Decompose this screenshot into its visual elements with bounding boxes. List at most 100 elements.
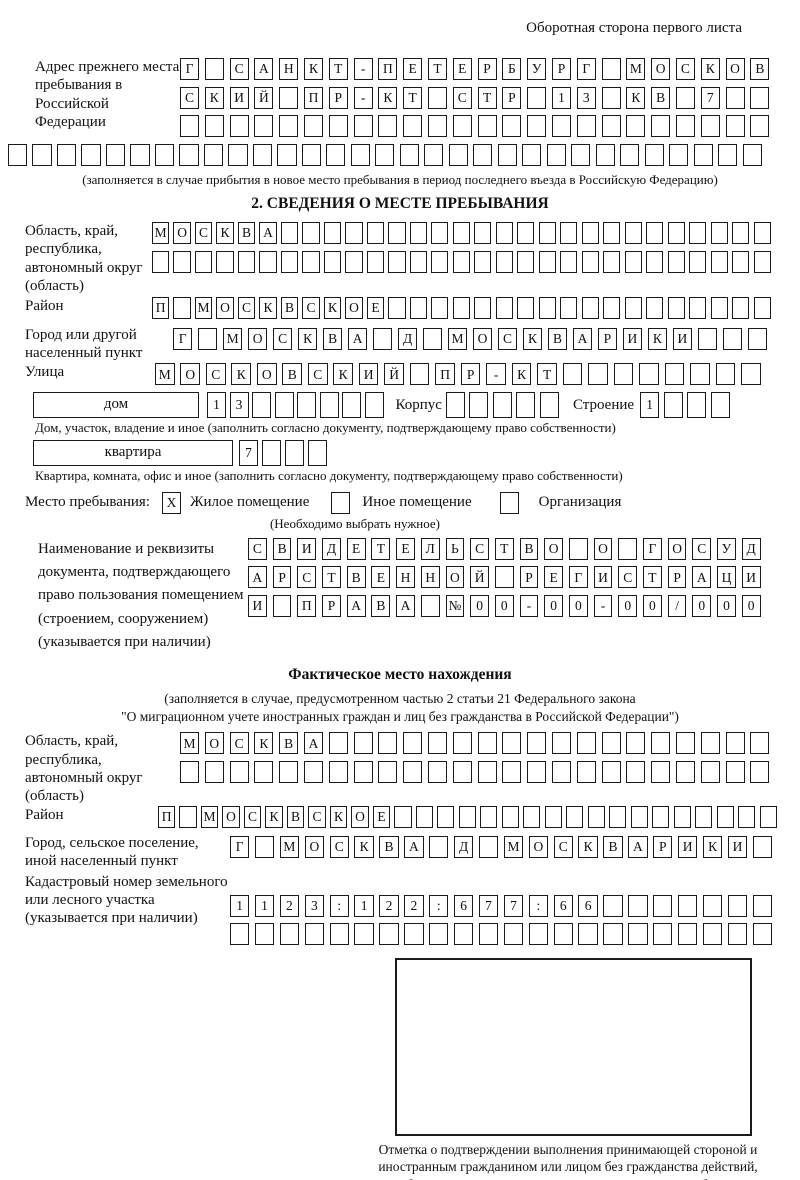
char-box-filled[interactable]: Н [279, 58, 299, 80]
char-box-empty[interactable] [732, 250, 750, 273]
char-box-empty[interactable] [388, 222, 406, 244]
char-box-filled[interactable]: С [452, 86, 472, 109]
char-box-filled[interactable]: С [470, 537, 489, 560]
char-box-filled[interactable]: : [329, 894, 349, 917]
char-box-filled[interactable]: 1 [230, 894, 250, 917]
char-box-empty[interactable] [452, 115, 472, 137]
char-box-empty[interactable] [254, 923, 275, 946]
char-box-empty[interactable] [56, 143, 77, 166]
char-box-empty[interactable] [469, 391, 489, 418]
char-box-empty[interactable] [173, 250, 191, 273]
char-box-empty[interactable] [501, 805, 519, 828]
char-box-empty[interactable] [581, 250, 599, 273]
char-box-filled[interactable]: В [279, 732, 299, 755]
char-box-empty[interactable] [399, 143, 419, 166]
char-box-empty[interactable] [700, 760, 720, 783]
char-box-empty[interactable] [551, 760, 571, 783]
char-box-empty[interactable] [581, 297, 599, 320]
char-box-empty[interactable] [427, 732, 447, 755]
char-box-empty[interactable] [667, 250, 685, 273]
char-box-filled[interactable]: Г [643, 537, 662, 560]
char-box-empty[interactable] [378, 760, 398, 783]
char-box-empty[interactable] [667, 222, 685, 244]
char-box-empty[interactable] [546, 143, 566, 166]
char-box-filled[interactable]: К [354, 836, 374, 859]
char-box-empty[interactable] [700, 115, 720, 137]
char-box-filled[interactable]: : [429, 894, 449, 917]
char-box-empty[interactable] [601, 732, 621, 755]
char-box-filled[interactable]: 0 [741, 594, 761, 617]
char-box-filled[interactable]: Т [328, 58, 348, 80]
char-box-empty[interactable] [81, 143, 101, 166]
char-box-filled[interactable]: А [346, 594, 366, 617]
char-box-filled[interactable]: Е [544, 566, 564, 589]
char-box-filled[interactable]: В [750, 58, 770, 80]
char-box-empty[interactable] [716, 805, 734, 828]
char-box-empty[interactable] [624, 250, 642, 273]
char-box-empty[interactable] [431, 250, 449, 273]
char-box-filled[interactable]: К [378, 86, 398, 109]
char-box-filled[interactable]: 0 [717, 594, 736, 617]
char-box-empty[interactable] [429, 923, 449, 946]
char-box-filled[interactable]: Т [494, 537, 514, 560]
char-box-filled[interactable]: Б [502, 58, 522, 80]
char-box-empty[interactable] [364, 391, 384, 418]
char-box-filled[interactable]: А [404, 836, 424, 859]
char-box-empty[interactable] [409, 363, 430, 386]
char-box-empty[interactable] [689, 222, 707, 244]
char-box-filled[interactable]: О [445, 566, 465, 589]
char-box-empty[interactable] [152, 250, 170, 273]
char-box-filled[interactable]: В [282, 363, 303, 386]
char-box-empty[interactable] [448, 143, 468, 166]
char-box-empty[interactable] [427, 86, 447, 109]
char-box-empty[interactable] [560, 297, 578, 320]
char-box-filled[interactable]: О [256, 363, 277, 386]
char-box-empty[interactable] [678, 923, 698, 946]
char-box-empty[interactable] [130, 143, 150, 166]
char-box-filled[interactable]: П [378, 58, 398, 80]
char-box-filled[interactable]: 6 [578, 894, 598, 917]
char-box-filled[interactable]: 3 [576, 86, 596, 109]
char-box-filled[interactable]: 7 [239, 439, 258, 466]
char-box-empty[interactable] [204, 115, 224, 137]
char-box-empty[interactable] [601, 760, 621, 783]
char-box-filled[interactable]: Н [420, 566, 440, 589]
char-box-filled[interactable]: О [247, 327, 268, 350]
char-box-filled[interactable]: К [511, 363, 532, 386]
char-box-empty[interactable] [353, 732, 373, 755]
char-box-empty[interactable] [229, 760, 249, 783]
char-box-empty[interactable] [452, 732, 472, 755]
char-box-empty[interactable] [652, 805, 670, 828]
char-box-filled[interactable]: П [152, 297, 170, 320]
char-box-empty[interactable] [403, 115, 423, 137]
char-box-empty[interactable] [326, 143, 346, 166]
char-box-empty[interactable] [403, 760, 423, 783]
char-box-empty[interactable] [710, 391, 730, 418]
char-box-empty[interactable] [727, 923, 748, 946]
char-box-filled[interactable]: 3 [229, 391, 249, 418]
char-box-empty[interactable] [523, 805, 541, 828]
char-box-empty[interactable] [180, 760, 199, 783]
char-box-filled[interactable]: И [358, 363, 379, 386]
char-box-empty[interactable] [663, 391, 683, 418]
char-box-empty[interactable] [303, 760, 323, 783]
char-box-filled[interactable]: И [248, 594, 267, 617]
char-box-empty[interactable] [651, 760, 671, 783]
char-box-empty[interactable] [474, 222, 492, 244]
char-box-filled[interactable]: Е [371, 566, 391, 589]
char-box-empty[interactable] [675, 115, 695, 137]
char-box-empty[interactable] [431, 222, 449, 244]
char-box-filled[interactable]: - [593, 594, 613, 617]
char-box-filled[interactable]: К [626, 86, 646, 109]
char-box-empty[interactable] [695, 805, 713, 828]
char-box-empty[interactable] [725, 115, 745, 137]
char-box-filled[interactable]: О [180, 363, 201, 386]
char-box-filled[interactable]: П [297, 594, 317, 617]
char-box-filled[interactable]: - [353, 58, 373, 80]
char-box-empty[interactable] [105, 143, 126, 166]
char-box-filled[interactable]: 2 [279, 894, 300, 917]
char-box-empty[interactable] [687, 391, 707, 418]
checkbox-zhiloe[interactable]: X [162, 491, 181, 514]
char-box-empty[interactable] [372, 327, 393, 350]
char-box-filled[interactable]: Р [551, 58, 571, 80]
